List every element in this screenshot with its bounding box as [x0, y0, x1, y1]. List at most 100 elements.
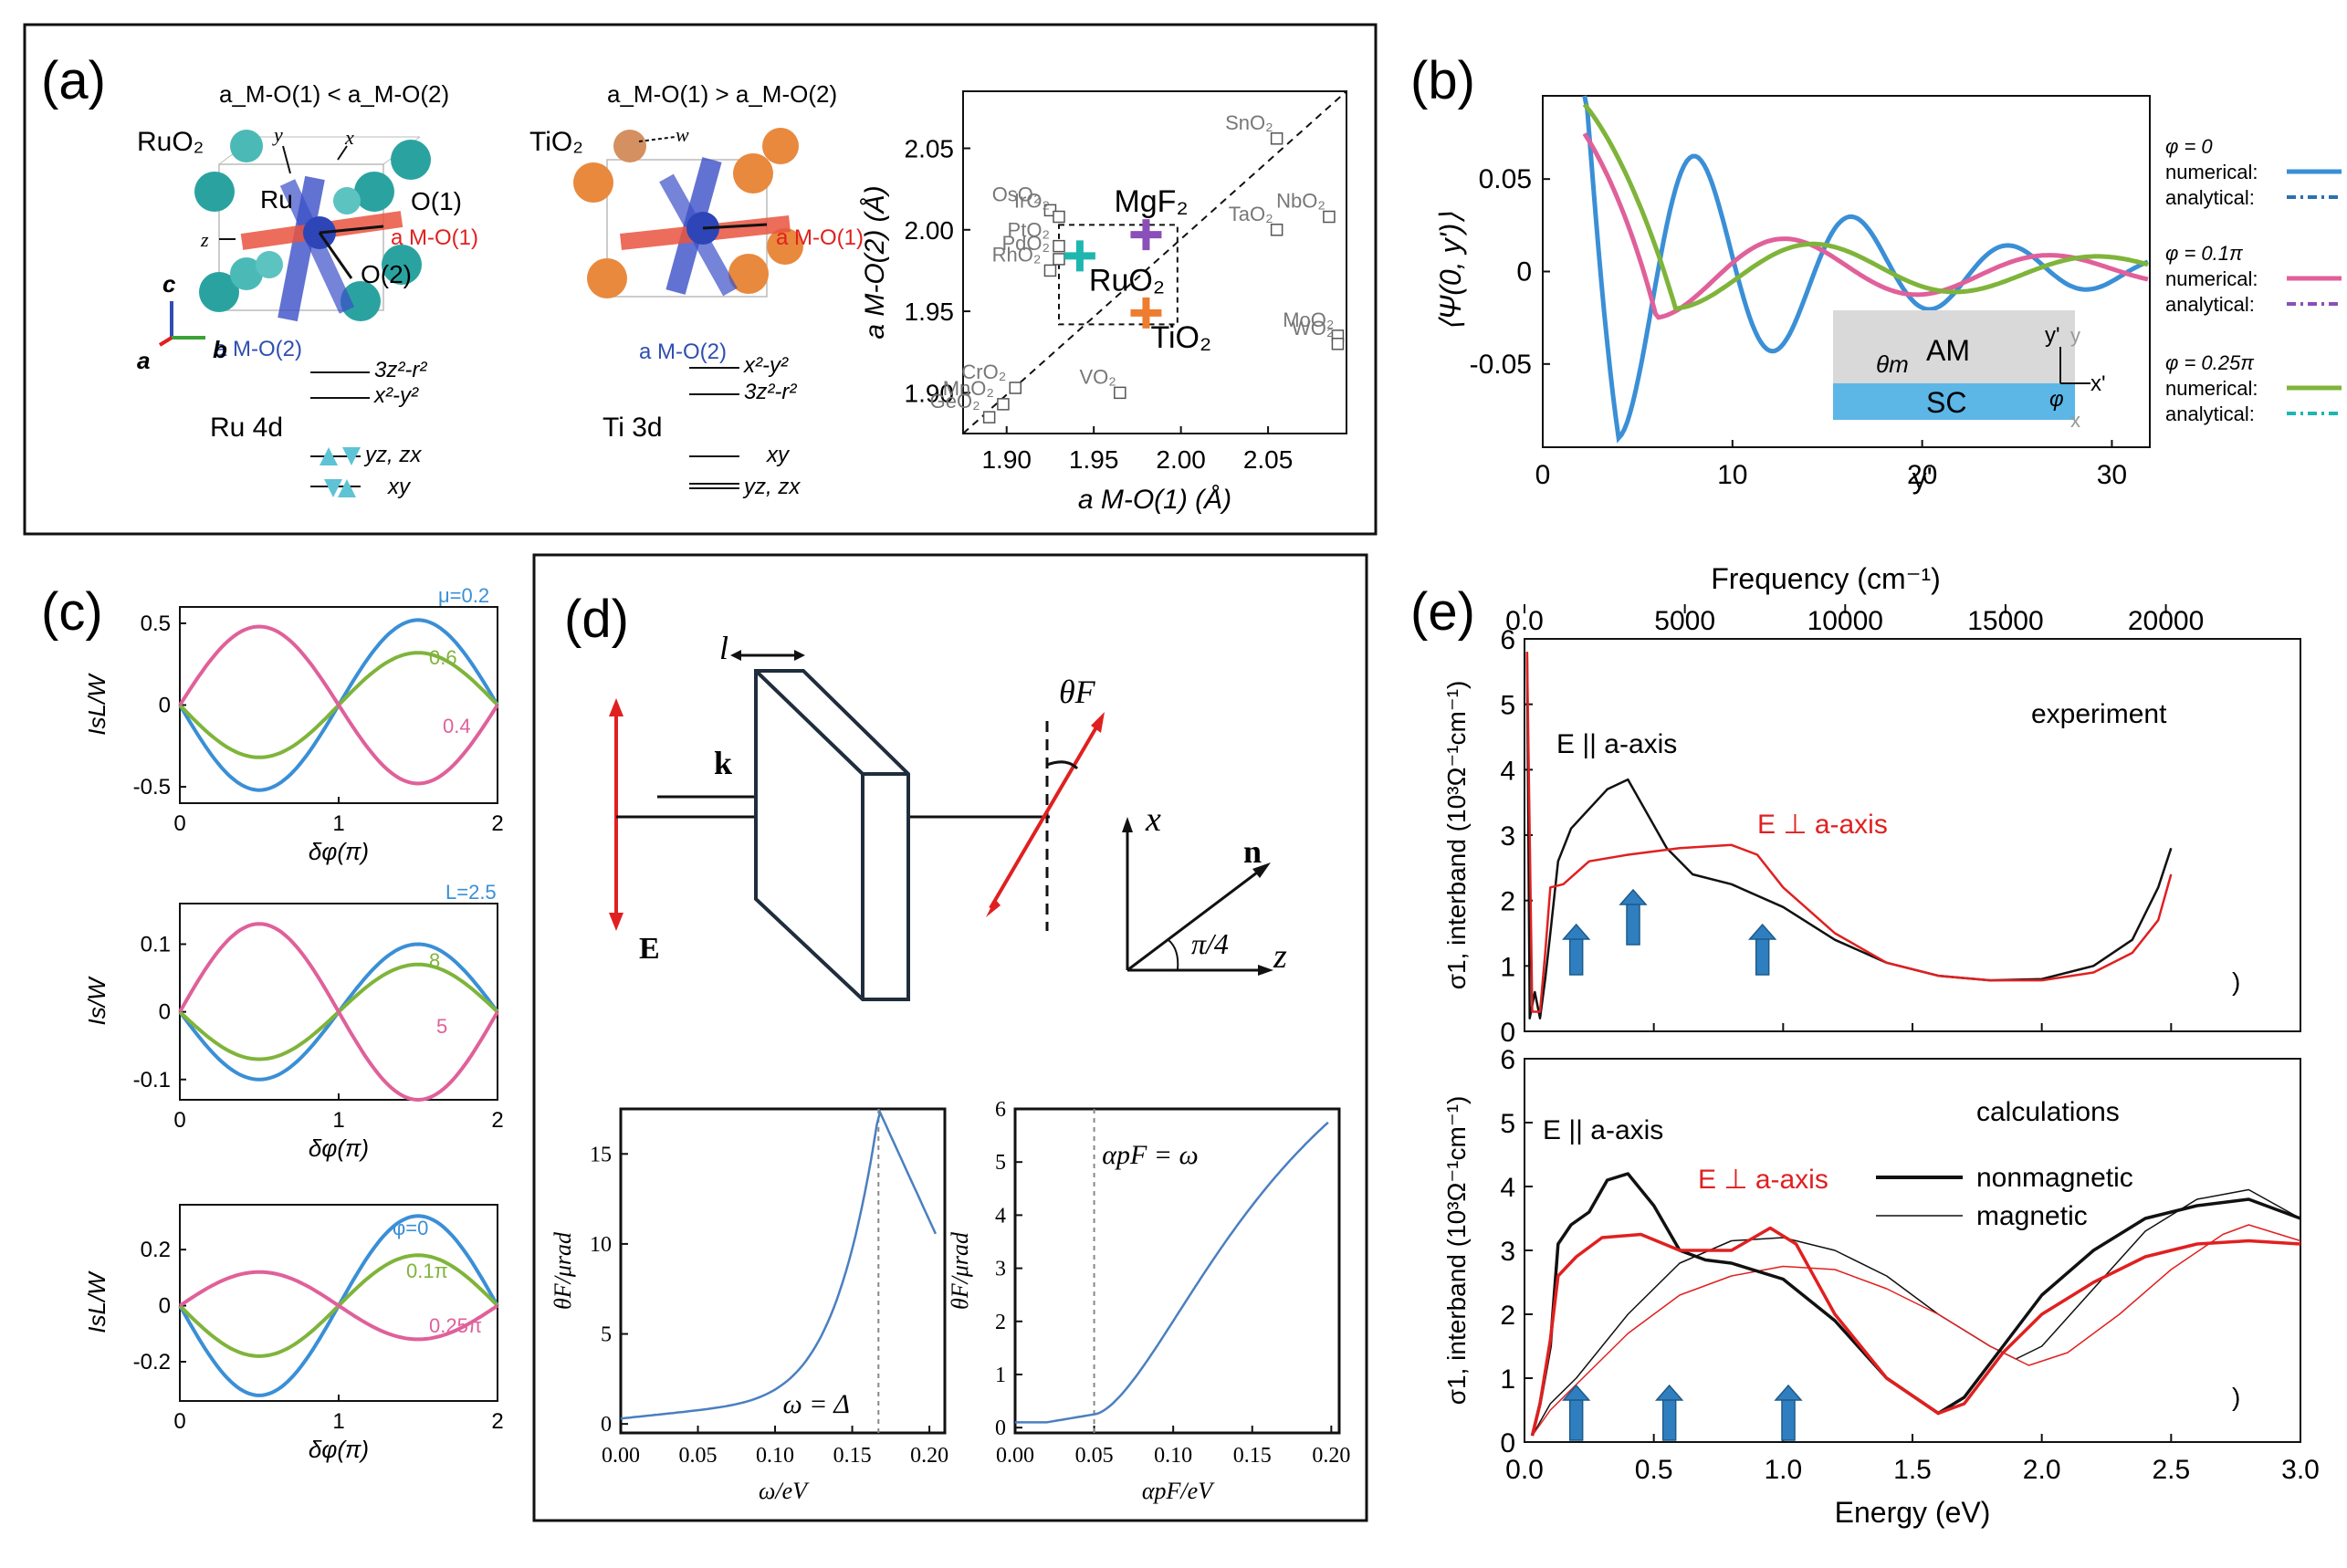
legend-analytical: analytical:	[2165, 186, 2255, 209]
slab-sample	[754, 669, 910, 1001]
scatter-point-label: PtO₂	[1008, 219, 1050, 242]
legend-analytical: analytical:	[2165, 293, 2255, 316]
plot-e-ytick: 5	[1500, 1109, 1515, 1139]
plot-c-ytick: 0.2	[141, 1238, 171, 1262]
plot-c-ytick: 0	[159, 694, 171, 718]
scatter-point	[1270, 132, 1284, 145]
inset-x: x	[2070, 409, 2080, 432]
rotated-polarization	[989, 719, 1102, 910]
plot-d-left-curve	[620, 1108, 938, 1420]
plot-b-ytick: -0.05	[1470, 350, 1532, 380]
panel-label-c: (c)	[41, 582, 103, 642]
tio2-level-1: x²-y²	[743, 353, 789, 378]
scatter-ylabel: a M-O(2) (Å)	[860, 185, 890, 339]
plot-c-ylabel: Is/W	[83, 976, 110, 1025]
ruo2-level-2: x²-y²	[373, 383, 419, 408]
faraday-vs-frequency-plot: 0.00 0.05 0.10 0.15 0.20 0 5 10 15 ω = Δ ω/eV θF/μr…	[550, 1107, 948, 1504]
calc-magnetic-parallel-curve	[1531, 1188, 2301, 1437]
plot-c-curve-label: 0.4	[443, 715, 471, 737]
plot-b-ytick: 0.05	[1479, 164, 1532, 194]
plot-d-left-ylabel: θF/μrad	[550, 1231, 576, 1310]
plot-c-curve-label: 8	[429, 949, 440, 972]
plot-d-left-ytick: 0	[601, 1413, 612, 1437]
plot-e-ytick: 1	[1500, 1364, 1515, 1395]
tio2-level-3: xy	[766, 443, 791, 467]
axis-a: a	[137, 347, 150, 374]
plot-d-right-xlabel: αpF/eV	[1142, 1478, 1215, 1504]
ruo2-o2-label: O(2)	[361, 260, 412, 288]
scatter-ytick: 1.95	[905, 298, 955, 326]
experiment-arrow-icon	[1619, 888, 1648, 946]
experiment-parallel-label: E || a-axis	[1556, 729, 1677, 759]
plot-c-xlabel: δφ(π)	[309, 838, 369, 865]
plot-c-curve-label: 0.25π	[429, 1314, 482, 1337]
scatter-point	[1114, 386, 1126, 400]
plot-c-xtick: 0	[173, 1108, 185, 1133]
scatter-point-label: SnO₂	[1225, 111, 1273, 134]
plot-c-ytick: -0.2	[133, 1350, 171, 1375]
ruo2-a1-label: a M-O(1)	[391, 225, 478, 250]
plot-b-xtick: 20	[1907, 460, 1937, 490]
plot-d-right-ylabel: θF/μrad	[947, 1231, 973, 1310]
plot-c-ytick: 0	[159, 1294, 171, 1319]
plot-e-top-axis-label: Frequency (cm⁻¹)	[1711, 562, 1941, 595]
plot-e-xtick: 3.0	[2281, 1455, 2320, 1485]
plot-b-xtick: 10	[1717, 460, 1747, 490]
ruo2-level-1: 3z²-r²	[374, 358, 427, 382]
tio2-w-label: w	[676, 123, 689, 146]
plot-e-ylabel: σ1, interband (10³Ω⁻¹cm⁻¹)	[1442, 681, 1471, 990]
calc-perpendicular-label: E ⊥ a-axis	[1698, 1165, 1828, 1195]
plot-e-ytick: 0	[1500, 1428, 1515, 1458]
inset-am-label: AM	[1926, 334, 1970, 367]
scatter-point-label: TaO₂	[1229, 203, 1273, 225]
axis-b: b	[213, 336, 227, 363]
plot-e-xtick: 2.5	[2152, 1455, 2190, 1485]
scatter-ytick: 2.05	[905, 135, 955, 163]
plot-e-ytick: 1	[1500, 952, 1515, 982]
plot-c-ytick: 0.5	[141, 612, 171, 636]
calculations-title: calculations	[1976, 1097, 2120, 1127]
scatter-ytick: 2.00	[905, 216, 955, 245]
plot-c-xlabel: δφ(π)	[309, 1436, 369, 1463]
ruo2-level-3: yz, zx	[363, 443, 422, 467]
panel-c: 0 1 20.50-0.5δφ(π)IsL/Wμ=0.20.60.40 1 20.10-…	[83, 584, 504, 1463]
plot-c-curve	[178, 624, 499, 786]
plot-c-ytick: -0.1	[133, 1068, 171, 1092]
plot-c-xtick: 1	[332, 1409, 344, 1434]
plot-c-xlabel: δφ(π)	[309, 1134, 369, 1162]
plot-c-xtick: 0	[173, 1409, 185, 1434]
scatter-point-label: CrO₂	[961, 361, 1006, 383]
experiment-title: experiment	[2031, 699, 2167, 729]
plot-e-xtick: 0.5	[1635, 1455, 1673, 1485]
plot-d-right-ytick: 6	[995, 1098, 1006, 1122]
panel-a: a_M-O(1) < a_M-O(2) RuO₂ y x z Ru O(	[137, 80, 1347, 515]
plot-c-curve-label: 0.1π	[406, 1260, 448, 1282]
thickness-label: l	[719, 630, 728, 666]
tio2-condition-title: a_M-O(1) > a_M-O(2)	[607, 80, 837, 108]
scatter-xtick: 1.90	[981, 445, 1032, 474]
plot-d-right-ytick: 3	[995, 1258, 1006, 1281]
plot-c-xtick: 1	[332, 1108, 344, 1133]
panel-label-e: (e)	[1410, 582, 1475, 642]
plot-c-curve-label: 0.6	[429, 646, 457, 669]
scatter-xtick: 2.00	[1156, 445, 1206, 474]
ruo2-axis-z: z	[200, 228, 209, 251]
scatter-point	[1053, 253, 1065, 266]
highlight-label: RuO₂	[1089, 263, 1165, 298]
x-axis-label: x	[1145, 800, 1161, 839]
plot-e-ytick: 2	[1500, 1301, 1515, 1331]
ruo2-a2-label: a M-O(2)	[215, 337, 302, 361]
plot-c-curve	[178, 922, 499, 1103]
plot-c-ytick: 0.1	[141, 932, 171, 956]
ruo2-crystal-image: y x z	[194, 123, 431, 322]
ruo2-atom-label: Ru	[260, 185, 293, 214]
legend-phi: φ = 0.25π	[2165, 351, 2255, 374]
plot-d-left-xtick: 0.10	[756, 1444, 794, 1468]
plot-d-left-ytick: 10	[590, 1233, 612, 1257]
faraday-vs-alphapf-plot: 0.00 0.05 0.10 0.15 0.20 0 1 2 3 4 5 6 αpF = ω αpF/eV…	[947, 1098, 1350, 1504]
e-field-label: E	[639, 932, 660, 966]
plot-e-xtick: 0.0	[1505, 1455, 1544, 1485]
curve-phi-0.25pi	[1582, 102, 2149, 311]
scatter-point	[1270, 224, 1284, 236]
